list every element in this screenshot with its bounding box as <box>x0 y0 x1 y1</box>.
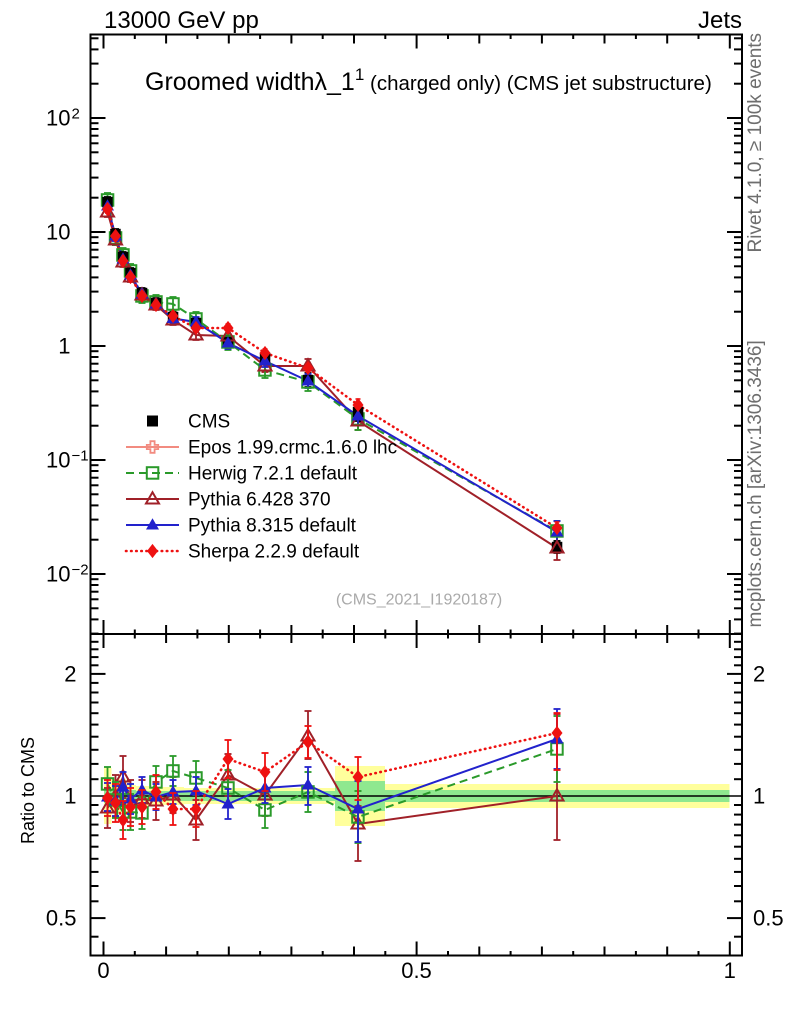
svg-text:2: 2 <box>64 662 76 687</box>
svg-text:1: 1 <box>724 958 736 983</box>
svg-text:0.5: 0.5 <box>753 906 784 931</box>
svg-text:Herwig 7.2.1 default: Herwig 7.2.1 default <box>188 464 358 485</box>
svg-text:Sherpa 2.2.9 default: Sherpa 2.2.9 default <box>188 542 360 563</box>
svg-text:−1: −1 <box>72 448 89 465</box>
svg-text:0.5: 0.5 <box>46 906 77 931</box>
svg-text:Jets: Jets <box>698 7 742 34</box>
svg-text:Epos 1.99.crmc.1.6.0 lhc: Epos 1.99.crmc.1.6.0 lhc <box>188 438 397 459</box>
svg-text:Rivet 4.1.0, ≥ 100k events: Rivet 4.1.0, ≥ 100k events <box>745 33 766 253</box>
svg-text:10: 10 <box>46 562 70 587</box>
svg-text:(CMS_2021_I1920187): (CMS_2021_I1920187) <box>336 592 502 609</box>
svg-text:10: 10 <box>46 106 70 131</box>
svg-text:Pythia 8.315 default: Pythia 8.315 default <box>188 516 357 537</box>
svg-text:2: 2 <box>72 106 80 123</box>
svg-text:Ratio to CMS: Ratio to CMS <box>18 737 38 844</box>
svg-text:Pythia 6.428 370: Pythia 6.428 370 <box>188 490 331 511</box>
svg-text:mcplots.cern.ch [arXiv:1306.34: mcplots.cern.ch [arXiv:1306.3436] <box>745 340 766 627</box>
svg-text:10: 10 <box>46 220 70 245</box>
svg-text:0: 0 <box>97 958 109 983</box>
svg-text:−2: −2 <box>72 562 89 579</box>
svg-text:1: 1 <box>64 784 76 809</box>
svg-text:10: 10 <box>46 448 70 473</box>
svg-text:1: 1 <box>58 334 70 359</box>
svg-text:1: 1 <box>753 784 765 809</box>
svg-text:0.5: 0.5 <box>401 958 432 983</box>
svg-text:CMS: CMS <box>188 412 230 433</box>
svg-text:2: 2 <box>753 662 765 687</box>
svg-text:13000 GeV pp: 13000 GeV pp <box>104 7 259 34</box>
